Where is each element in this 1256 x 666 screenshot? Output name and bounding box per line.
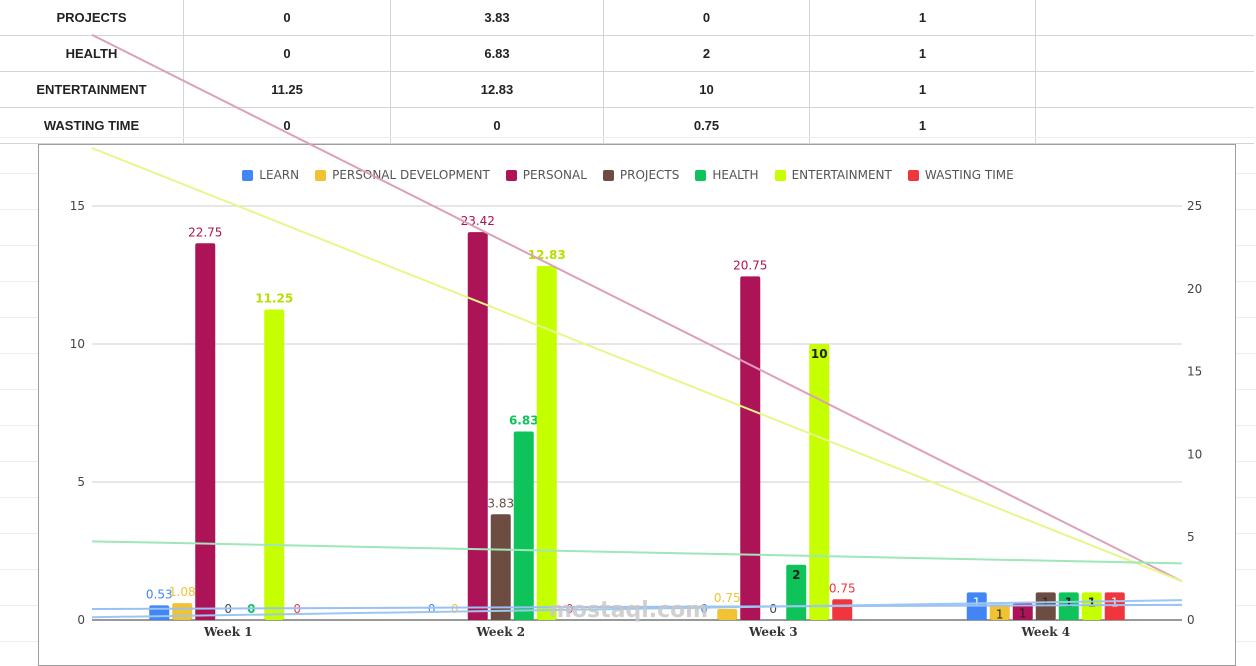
trendline bbox=[91, 603, 1183, 610]
legend-label: LEARN bbox=[259, 168, 300, 182]
table-cell[interactable]: 12.83 bbox=[390, 71, 604, 108]
x-tick-label: Week 1 bbox=[203, 625, 253, 639]
data-label: 22.75 bbox=[188, 225, 222, 239]
legend-item[interactable]: ENTERTAINMENT bbox=[774, 168, 892, 182]
data-label: 0 bbox=[700, 602, 708, 616]
bar bbox=[832, 599, 853, 620]
data-label: 20.75 bbox=[733, 258, 767, 272]
x-tick-label: Week 3 bbox=[748, 625, 798, 639]
legend-item[interactable]: PROJECTS bbox=[602, 168, 680, 182]
data-label: 11.25 bbox=[255, 292, 293, 306]
watermark: mostaql.com bbox=[549, 598, 709, 623]
y-tick-label-left: 15 bbox=[70, 199, 85, 213]
x-tick-label: Week 2 bbox=[475, 625, 525, 639]
legend-swatch bbox=[695, 169, 707, 181]
trendline bbox=[91, 540, 1183, 565]
bar bbox=[1081, 592, 1102, 620]
data-label: 0 bbox=[451, 602, 459, 616]
legend-swatch bbox=[602, 169, 614, 181]
legend-item[interactable]: PERSONAL bbox=[505, 168, 587, 182]
data-label: 1.08 bbox=[169, 585, 196, 599]
table-cell[interactable]: 0 bbox=[603, 0, 810, 36]
legend-label: PROJECTS bbox=[619, 168, 680, 182]
y-tick-label-right: 0 bbox=[1187, 613, 1195, 627]
data-label: 0 bbox=[769, 602, 777, 616]
bar bbox=[195, 243, 216, 620]
x-tick-label: Week 4 bbox=[1020, 625, 1070, 639]
bar bbox=[490, 514, 511, 620]
chart-container[interactable] bbox=[38, 144, 1236, 666]
table-cell[interactable] bbox=[1035, 71, 1254, 108]
data-label: 3.83 bbox=[487, 496, 514, 510]
legend-label: HEALTH bbox=[712, 168, 759, 182]
bar bbox=[513, 431, 534, 620]
legend-swatch bbox=[774, 169, 786, 181]
bar bbox=[717, 608, 738, 620]
trendline bbox=[91, 147, 1183, 583]
bar bbox=[809, 344, 830, 620]
y-tick-label-left: 10 bbox=[70, 337, 85, 351]
table-cell[interactable] bbox=[1035, 0, 1254, 36]
y-tick-label-left: 5 bbox=[77, 475, 85, 489]
data-label: 12.83 bbox=[528, 248, 566, 262]
trendline bbox=[91, 599, 1183, 619]
table-cell[interactable]: 10 bbox=[603, 71, 810, 108]
data-label: 6.83 bbox=[509, 413, 539, 427]
legend-item[interactable]: HEALTH bbox=[695, 168, 759, 182]
data-label: 1 bbox=[1019, 606, 1027, 620]
table-row-label[interactable]: ENTERTAINMENT bbox=[0, 71, 184, 108]
chart-legend: LEARN PERSONAL DEVELOPMENT PERSONAL PROJECT… bbox=[0, 168, 1256, 182]
legend-label: WASTING TIME bbox=[924, 168, 1014, 182]
legend-item[interactable]: LEARN bbox=[242, 168, 299, 182]
table-cell[interactable]: 0 bbox=[183, 0, 391, 36]
data-label: 0 bbox=[428, 602, 436, 616]
table-cell[interactable]: 11.25 bbox=[183, 71, 391, 108]
y-tick-label-right: 5 bbox=[1187, 530, 1195, 544]
data-label: 0.75 bbox=[714, 591, 741, 605]
y-tick-label-left: 0 bbox=[77, 613, 85, 627]
legend-swatch bbox=[242, 169, 254, 181]
bar bbox=[467, 232, 488, 620]
bar bbox=[740, 276, 761, 620]
data-label: 1 bbox=[996, 607, 1004, 621]
bar bbox=[989, 604, 1010, 620]
legend-item[interactable]: PERSONAL DEVELOPMENT bbox=[315, 168, 490, 182]
legend-swatch bbox=[505, 169, 517, 181]
bar bbox=[1104, 592, 1125, 620]
table-row: PROJECTS 0 3.83 0 1 bbox=[0, 0, 1254, 36]
bar bbox=[536, 265, 557, 620]
bar bbox=[172, 603, 193, 620]
y-tick-label-right: 20 bbox=[1187, 282, 1202, 296]
legend-swatch bbox=[907, 169, 919, 181]
trendline bbox=[91, 33, 1183, 583]
legend-label: PERSONAL bbox=[522, 168, 587, 182]
legend-item[interactable]: WASTING TIME bbox=[907, 168, 1014, 182]
data-label: 2 bbox=[792, 568, 800, 582]
bar bbox=[1012, 603, 1033, 620]
table-row-label[interactable]: PROJECTS bbox=[0, 0, 184, 36]
y-tick-label-right: 15 bbox=[1187, 365, 1202, 379]
data-label: 10 bbox=[811, 347, 828, 361]
legend-label: ENTERTAINMENT bbox=[791, 168, 892, 182]
table-row: ENTERTAINMENT 11.25 12.83 10 1 bbox=[0, 71, 1254, 108]
table-cell[interactable]: 0 bbox=[183, 35, 391, 72]
data-label: 0.75 bbox=[829, 581, 856, 595]
data-label: 1 bbox=[1111, 595, 1119, 609]
bar bbox=[149, 605, 170, 620]
data-label: 0.53 bbox=[146, 587, 173, 601]
legend-label: PERSONAL DEVELOPMENT bbox=[332, 168, 490, 182]
bar bbox=[264, 309, 285, 620]
legend-swatch bbox=[315, 169, 327, 181]
y-tick-label-right: 10 bbox=[1187, 447, 1202, 461]
y-tick-label-right: 25 bbox=[1187, 199, 1202, 213]
